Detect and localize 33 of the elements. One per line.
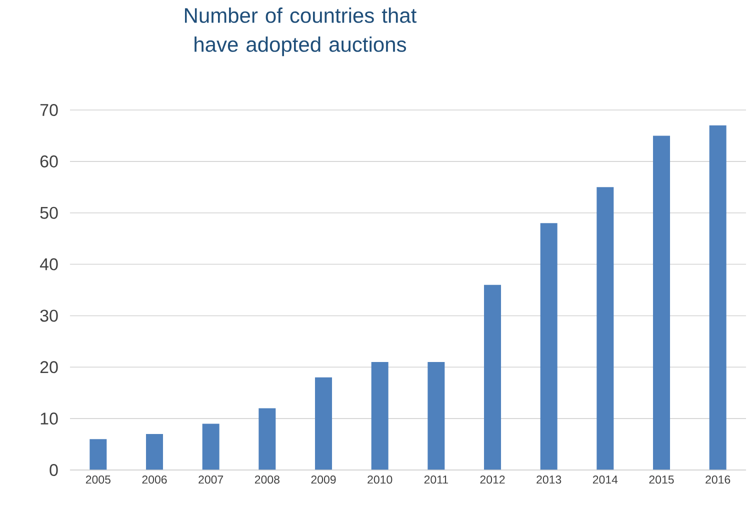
bar — [371, 362, 388, 470]
bar — [258, 408, 276, 470]
x-tick-label: 2016 — [706, 476, 730, 484]
x-tick-label: 2013 — [536, 476, 562, 484]
x-tick-label: 2008 — [254, 476, 280, 484]
x-tick-label: 2005 — [86, 476, 110, 484]
x-tick-label: 2010 — [368, 476, 392, 484]
x-tick-label: 2011 — [424, 476, 448, 484]
bar — [540, 223, 558, 470]
bar — [315, 377, 332, 470]
y-tick-label: 10 — [40, 412, 58, 425]
x-tick-label: 2006 — [142, 476, 167, 484]
y-tick-label: 30 — [40, 310, 58, 322]
x-tick-label: 2014 — [592, 476, 618, 484]
bar — [146, 434, 163, 470]
x-tick-label: 2009 — [311, 476, 336, 484]
chart-title: Number of countries that have adopted auctions — [185, 8, 417, 56]
bar — [653, 136, 670, 470]
x-tick-label: 2012 — [480, 476, 505, 484]
x-tick-label: 2015 — [649, 476, 674, 484]
bar — [484, 284, 502, 470]
bar — [709, 125, 726, 470]
y-tick-label: 40 — [40, 258, 58, 270]
bar — [202, 424, 220, 470]
bar — [596, 187, 614, 470]
y-tick-label: 60 — [40, 155, 58, 168]
bar — [90, 439, 107, 470]
y-tick-label: 0 — [50, 464, 58, 476]
x-tick-label: 2007 — [198, 476, 224, 484]
bar — [428, 362, 445, 470]
y-tick-label: 20 — [40, 361, 58, 374]
y-tick-label: 50 — [40, 206, 58, 219]
y-tick-label: 70 — [40, 104, 58, 116]
